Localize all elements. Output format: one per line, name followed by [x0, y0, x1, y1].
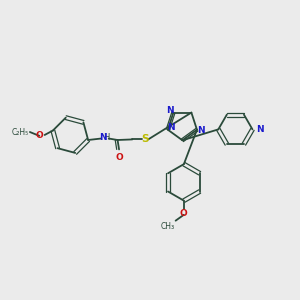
Text: S: S [141, 134, 148, 144]
Text: CH₃: CH₃ [161, 221, 175, 230]
Text: N: N [197, 126, 204, 135]
Text: O: O [180, 209, 188, 218]
Text: H: H [103, 134, 110, 142]
Text: C₂H₅: C₂H₅ [11, 128, 29, 137]
Text: N: N [256, 125, 264, 134]
Text: N: N [166, 106, 174, 115]
Text: O: O [115, 153, 123, 162]
Text: O: O [36, 131, 43, 140]
Text: N: N [100, 134, 107, 142]
Text: N: N [167, 123, 175, 132]
